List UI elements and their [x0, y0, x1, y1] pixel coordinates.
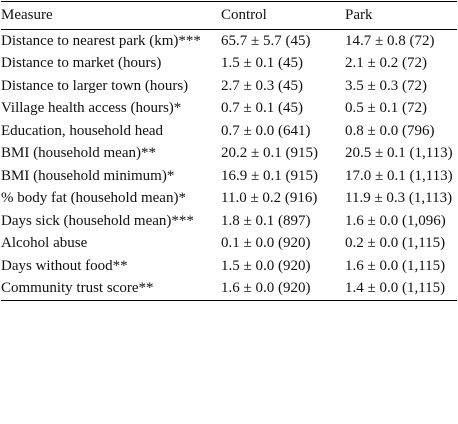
- measure-cell: BMI (household mean)**: [1, 145, 156, 161]
- table-row: Village health access (hours)* 0.7 ± 0.1 …: [1, 97, 457, 120]
- measure-cell: Distance to market (hours): [1, 55, 162, 71]
- value-cell: 17.0 ± 0.1 (1,113): [345, 167, 453, 184]
- header-cell: Measure: [1, 1, 217, 30]
- table-row: Distance to nearest park (km)*** 65.7 ± 5…: [1, 29, 457, 52]
- value-cell: 11.0 ± 0.2 (916): [221, 190, 318, 206]
- value-cell: 0.5 ± 0.1 (72): [345, 100, 427, 116]
- value-cell: 0.7 ± 0.0 (641): [221, 122, 311, 139]
- table-row: Distance to market (hours) 1.5 ± 0.1 (45)…: [1, 52, 457, 75]
- value-cell: 1.4 ± 0.0 (1,115): [345, 280, 446, 296]
- value-cell: 1.5 ± 0.1 (45): [221, 55, 303, 71]
- value-cell: 3.5 ± 0.3 (72): [345, 77, 427, 94]
- header-cell: Control: [217, 1, 345, 30]
- value-cell: 0.2 ± 0.0 (1,115): [345, 235, 446, 251]
- table-header: Measure Control Park: [1, 1, 457, 30]
- table-row: Alcohol abuse 0.1 ± 0.0 (920) 0.2 ± 0.0 (1…: [1, 232, 457, 255]
- measure-cell: Distance to nearest park (km)***: [1, 32, 201, 49]
- value-cell: 1.6 ± 0.0 (1,115): [345, 257, 446, 274]
- value-cell: 0.8 ± 0.0 (796): [345, 122, 435, 139]
- value-cell: 2.7 ± 0.3 (45): [221, 77, 303, 94]
- value-cell: 0.7 ± 0.1 (45): [221, 100, 303, 116]
- header-row: Measure Control Park: [1, 1, 457, 30]
- table-row: Days sick (household mean)*** 1.8 ± 0.1 (…: [1, 210, 457, 233]
- value-cell: 1.6 ± 0.0 (1,096): [345, 212, 446, 229]
- table-row: Distance to larger town (hours) 2.7 ± 0.3…: [1, 75, 457, 98]
- value-cell: 1.8 ± 0.1 (897): [221, 212, 311, 229]
- value-cell: 20.2 ± 0.1 (915): [221, 145, 318, 161]
- value-cell: 20.5 ± 0.1 (1,113): [345, 145, 453, 161]
- measure-cell: Days without food**: [1, 257, 128, 274]
- measure-cell: Village health access (hours)*: [1, 100, 182, 116]
- table-row: Community trust score** 1.6 ± 0.0 (920) 1.…: [1, 277, 457, 300]
- measure-cell: Community trust score**: [1, 280, 154, 296]
- value-cell: 2.1 ± 0.2 (72): [345, 55, 427, 71]
- value-cell: 11.9 ± 0.3 (1,113): [345, 190, 453, 206]
- measure-cell: Days sick (household mean)***: [1, 212, 194, 229]
- value-cell: 14.7 ± 0.8 (72): [345, 32, 435, 49]
- measure-cell: BMI (household minimum)*: [1, 167, 175, 184]
- table-row: BMI (household minimum)* 16.9 ± 0.1 (915)…: [1, 165, 457, 188]
- measure-cell: % body fat (household mean)*: [1, 190, 186, 206]
- table-row: % body fat (household mean)* 11.0 ± 0.2 (…: [1, 187, 457, 210]
- value-cell: 1.6 ± 0.0 (920): [221, 280, 311, 296]
- value-cell: 16.9 ± 0.1 (915): [221, 167, 318, 184]
- measure-cell: Distance to larger town (hours): [1, 77, 189, 94]
- data-table: Measure Control Park Distance to nearest…: [1, 1, 457, 301]
- value-cell: 0.1 ± 0.0 (920): [221, 235, 311, 251]
- measure-cell: Education, household head: [1, 122, 164, 139]
- table-row: Education, household head 0.7 ± 0.0 (641)…: [1, 120, 457, 143]
- table-row: Days without food** 1.5 ± 0.0 (920) 1.6 ± …: [1, 255, 457, 278]
- table-row: BMI (household mean)** 20.2 ± 0.1 (915) 20…: [1, 142, 457, 165]
- value-cell: 1.5 ± 0.0 (920): [221, 257, 311, 274]
- value-cell: 65.7 ± 5.7 (45): [221, 32, 311, 49]
- header-cell: Park: [345, 1, 457, 30]
- table-body: Distance to nearest park (km)*** 65.7 ± 5…: [1, 29, 457, 300]
- measure-cell: Alcohol abuse: [1, 235, 88, 251]
